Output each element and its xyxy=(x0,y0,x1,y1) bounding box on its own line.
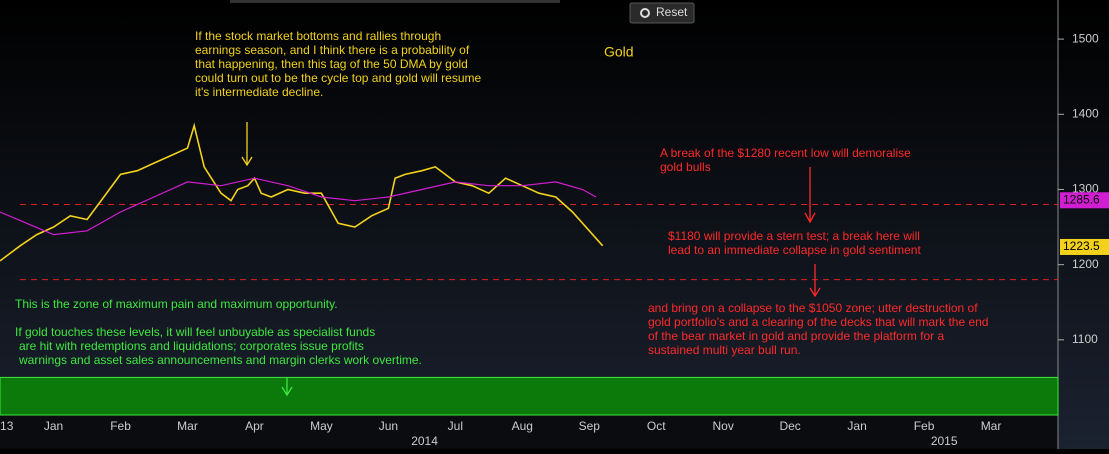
x-tick-label: Jan xyxy=(44,419,63,433)
reset-button[interactable]: Reset xyxy=(629,2,695,24)
series-line xyxy=(0,122,604,262)
annotation: of the bear market in gold and provide t… xyxy=(648,329,944,343)
arrows xyxy=(241,122,821,397)
series-line xyxy=(0,177,597,236)
price-tag xyxy=(1060,192,1109,209)
reset-label[interactable]: Reset xyxy=(656,5,688,19)
annotation: lead to an immediate collapse in gold se… xyxy=(668,243,921,257)
x-tick-label: Apr xyxy=(245,419,264,433)
annotation: it's intermediate decline. xyxy=(195,85,323,99)
annotation: could turn out to be the cycle top and g… xyxy=(195,71,481,85)
x-tick-label: Jan xyxy=(847,419,866,433)
annotation: that happening, then this tag of the 50 … xyxy=(195,57,468,71)
y-tick-label: 1200 xyxy=(1072,257,1099,271)
annotation: This is the zone of maximum pain and max… xyxy=(15,297,338,311)
zone xyxy=(0,376,1059,416)
arrow-head xyxy=(241,156,253,167)
arrow-head xyxy=(281,386,293,397)
x-tick-label: Dec xyxy=(779,419,800,433)
price-tag-label: 1223.5 xyxy=(1063,239,1100,253)
annotation: sustained multi year bull run. xyxy=(648,343,801,357)
x-tick-label: Mar xyxy=(177,419,198,433)
arrow-head xyxy=(809,287,821,298)
x-tick-label: Aug xyxy=(512,419,533,433)
year-label: 2015 xyxy=(931,434,958,448)
price-tag-label: 1285.6 xyxy=(1063,192,1100,206)
x-tick-label: Sep xyxy=(579,419,601,433)
price-tag xyxy=(1060,238,1109,255)
x-tick-label: May xyxy=(310,419,333,433)
x-tick-label: Nov xyxy=(713,419,734,433)
y-tick-label: 1400 xyxy=(1072,106,1099,120)
x-tick-label: Oct xyxy=(647,419,666,433)
y-tick-label: 1500 xyxy=(1072,31,1099,45)
annotation: gold portfolio's and a clearing of the d… xyxy=(648,315,988,329)
annotation: gold bulls xyxy=(660,160,711,174)
annotation: warnings and asset sales announcements a… xyxy=(18,353,422,367)
x-tick-label: Jul xyxy=(448,419,463,433)
x-axis-band xyxy=(0,415,1058,449)
toolbar-edge xyxy=(230,0,560,3)
year-label: 2014 xyxy=(411,434,438,448)
reset-icon xyxy=(640,8,650,18)
y-tick-label: 1100 xyxy=(1072,332,1098,346)
annotation: are hit with redemptions and liquidation… xyxy=(19,339,364,353)
x-tick-label: Feb xyxy=(110,419,131,433)
x-tick-label: Feb xyxy=(914,419,935,433)
y-tick-label: 1300 xyxy=(1072,182,1099,196)
annotation: If the stock market bottoms and rallies … xyxy=(195,29,441,43)
annotation: A break of the $1280 recent low will dem… xyxy=(660,146,911,160)
x-tick-label: 13 xyxy=(0,419,14,433)
annotation: $1180 will provide a stern test; a break… xyxy=(668,229,920,243)
arrow-head xyxy=(804,212,816,224)
annotation: and bring on a collapse to the $1050 zon… xyxy=(648,301,978,315)
x-tick-label: Jun xyxy=(379,419,398,433)
annotation: If gold touches these levels, it will fe… xyxy=(15,325,375,339)
chart-title: Gold xyxy=(604,44,634,60)
x-tick-label: Mar xyxy=(981,419,1002,433)
annotation: earnings season, and I think there is a … xyxy=(195,43,470,57)
reset-box[interactable] xyxy=(629,2,695,24)
